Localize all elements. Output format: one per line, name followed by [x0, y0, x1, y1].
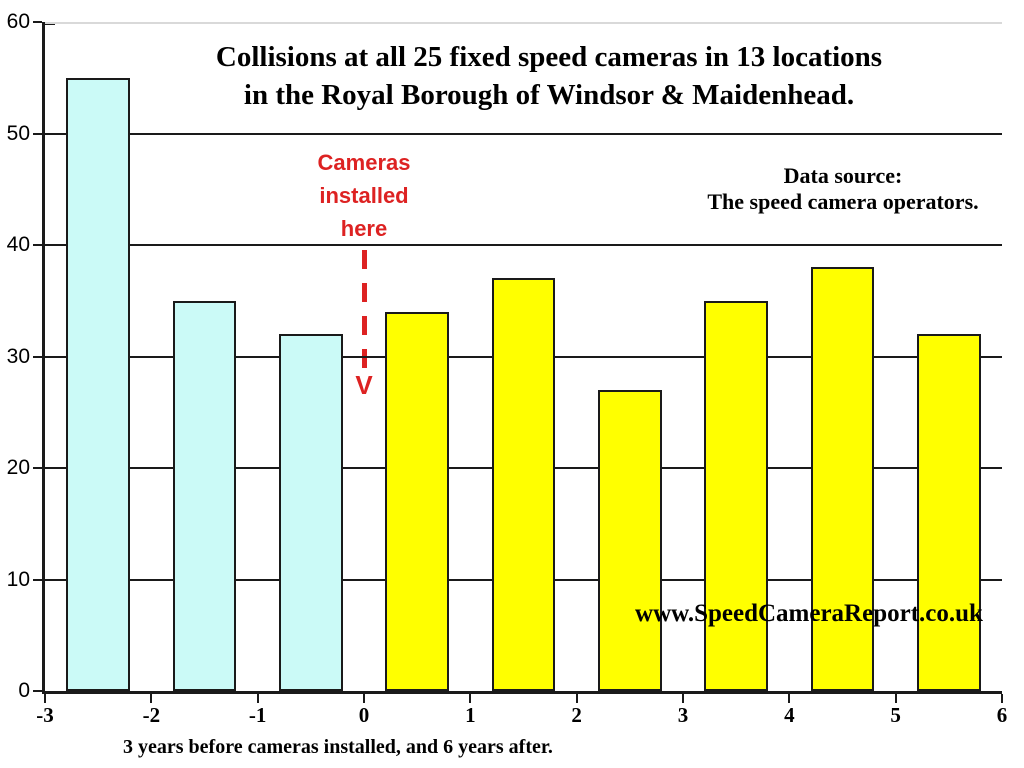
x-axis-tick-label-5: 5: [890, 703, 901, 727]
bar-x0.5: [385, 311, 450, 691]
data-source-line-2: The speed camera operators.: [707, 189, 979, 214]
data-source-line-1: Data source:: [783, 163, 903, 188]
bar-x3.5: [704, 300, 769, 691]
watermark-url-text: www.SpeedCameraReport.co.uk: [635, 600, 983, 627]
y-axis-tick-labels: 0 10 20 30 40 50 60: [0, 11, 33, 702]
y-axis-tick-label-10: 10: [6, 567, 30, 591]
chart-title-line-1: Collisions at all 25 fixed speed cameras…: [215, 41, 883, 73]
chart-title: Collisions at all 25 fixed speed cameras…: [94, 38, 1004, 114]
x-axis-tick-mark--1: [256, 694, 259, 703]
x-axis-tick-label-4: 4: [784, 703, 795, 727]
x-axis-tick-label-1: 1: [465, 703, 476, 727]
y-axis-tick-mark-50: [33, 132, 42, 135]
bar-x4.5: [810, 267, 875, 691]
x-axis-tick-mark-2: [575, 694, 578, 703]
bar-x-0.5: [278, 334, 343, 691]
y-axis-tick-label-0: 0: [18, 679, 30, 702]
x-axis-tick-label--3: -3: [36, 703, 54, 727]
bar-x2.5: [597, 389, 662, 691]
x-axis-tick-label-0: 0: [358, 703, 370, 727]
x-axis-tick-mark-6: [1001, 694, 1003, 703]
annotation-line-3: here: [340, 216, 388, 241]
x-axis-tick-label-2: 2: [571, 703, 582, 727]
y-axis-tick-marks: [33, 21, 42, 692]
x-axis-tick-mark-4: [788, 694, 791, 703]
bar-x-1.5: [172, 300, 237, 691]
x-axis-tick-label-3: 3: [677, 703, 689, 727]
y-axis-tick-label-60: 60: [6, 10, 30, 33]
x-axis-tick-mark-3: [682, 694, 684, 703]
y-axis-tick-mark-20: [33, 467, 42, 469]
x-axis-tick-mark-1: [469, 694, 472, 703]
annotation-line-2: installed: [319, 183, 409, 208]
plot-area: V: [42, 22, 1002, 694]
x-axis-tick-mark--3: [44, 694, 46, 703]
x-axis-tick-label-6: 6: [996, 703, 1008, 727]
x-axis-tick-marks: [44, 691, 1003, 703]
y-axis-tick-label-40: 40: [6, 233, 30, 256]
y-axis-tick-mark-0: [33, 690, 42, 692]
x-axis-tick-label--2: -2: [142, 703, 161, 727]
x-axis-tick-mark--2: [150, 694, 153, 703]
annotation-line-1: Cameras: [317, 150, 411, 175]
x-axis-tick-labels: -3 -2 -1 0 1 2 3 4 5 6: [36, 703, 1007, 727]
x-axis-tick-mark-0: [363, 694, 365, 703]
chart-title-line-2: in the Royal Borough of Windsor & Maiden…: [243, 79, 855, 111]
x-axis-tick-label--1: -1: [248, 703, 267, 727]
gridline-40: [45, 244, 1002, 246]
camera-install-arrow-v: V: [355, 370, 373, 400]
bar-x5.5: [916, 334, 981, 691]
y-axis-tick-label-30: 30: [6, 344, 30, 368]
gridline-50: [45, 132, 1002, 135]
y-axis-tick-mark-30: [33, 355, 42, 358]
bar-x-2.5: [66, 77, 131, 691]
y-axis-tick-label-20: 20: [6, 456, 30, 479]
y-axis-tick-mark-60: [33, 21, 42, 23]
camera-install-dashed-line: [362, 250, 367, 372]
y-axis-tick-label-50: 50: [6, 121, 30, 145]
gridline-60: [45, 22, 1002, 24]
data-source-note: Data source: The speed camera operators.: [663, 163, 1023, 215]
y-axis-tick-mark-10: [33, 578, 42, 581]
x-axis-tick-mark-5: [894, 694, 897, 703]
x-axis-title: 3 years before cameras installed, and 6 …: [123, 736, 553, 758]
cameras-installed-annotation: Cameras installed here: [318, 146, 411, 245]
y-axis-tick-mark-40: [33, 244, 42, 246]
bar-x1.5: [491, 278, 556, 691]
